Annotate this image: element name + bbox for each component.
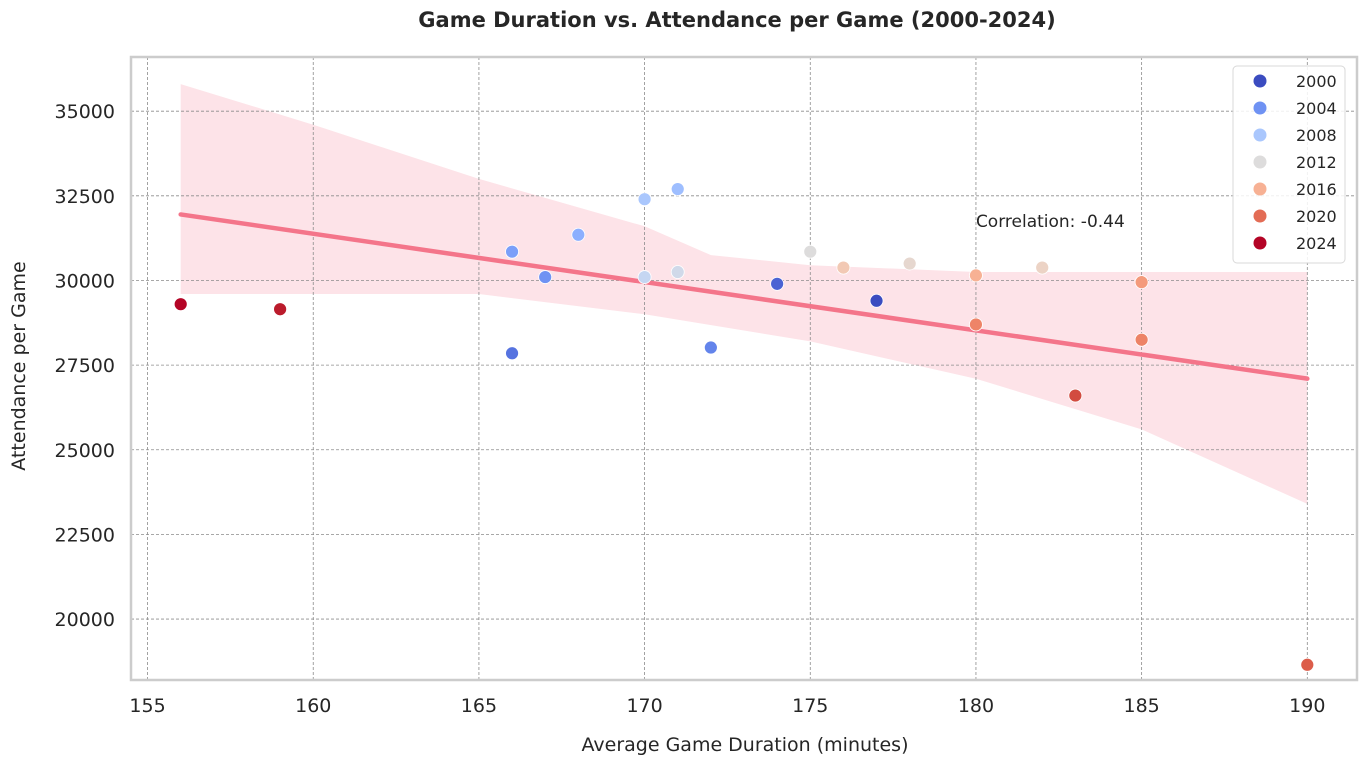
x-axis-label: Average Game Duration (minutes)	[582, 734, 909, 756]
y-tick-label: 22500	[55, 524, 115, 546]
data-point	[703, 340, 718, 355]
data-point	[538, 270, 553, 284]
legend-marker	[1253, 74, 1267, 88]
data-point	[836, 260, 851, 275]
y-tick-label: 32500	[55, 186, 115, 208]
legend-label: 2020	[1296, 207, 1337, 226]
data-point	[902, 256, 917, 271]
regression-line	[178, 212, 1310, 381]
y-tick-labels: 20000 22500 25000 27500 30000 32500 35000	[55, 101, 115, 631]
legend-marker	[1253, 128, 1267, 142]
grid-layer	[131, 57, 1357, 680]
legend-label: 2008	[1296, 126, 1337, 145]
y-tick-label: 25000	[55, 440, 115, 462]
legend-label: 2004	[1296, 99, 1337, 118]
legend-label: 2016	[1296, 180, 1337, 199]
data-point	[637, 192, 652, 207]
y-tick-label: 20000	[55, 609, 115, 631]
data-point	[505, 346, 519, 361]
x-tick-label: 165	[461, 695, 497, 717]
chart-title: Game Duration vs. Attendance per Game (2…	[418, 8, 1055, 32]
data-point	[1134, 332, 1149, 347]
data-point	[803, 244, 818, 259]
x-tick-label: 170	[626, 695, 662, 717]
data-point	[969, 317, 983, 332]
x-tick-label: 185	[1123, 695, 1159, 717]
confidence-band-layer	[180, 84, 1308, 504]
legend-label: 2012	[1296, 153, 1337, 172]
data-point	[670, 182, 685, 196]
legend-label: 2024	[1296, 234, 1337, 253]
x-tick-label: 155	[129, 695, 165, 717]
legend-marker	[1253, 155, 1267, 169]
x-tick-label: 160	[295, 695, 331, 717]
legend-marker	[1253, 182, 1267, 196]
data-point	[1134, 275, 1149, 290]
x-tick-label: 175	[792, 695, 828, 717]
x-tick-labels: 155 160 165 170 175 180 185 190	[129, 695, 1325, 717]
data-point	[273, 302, 288, 317]
confidence-band	[180, 84, 1308, 504]
plot-frame	[129, 55, 1359, 682]
data-points-layer	[173, 182, 1315, 672]
correlation-annotation: Correlation: -0.44	[976, 212, 1125, 232]
legend: 2000 2004 2008 2012 2016 2020 2024	[1232, 65, 1346, 264]
data-point	[869, 293, 884, 308]
y-axis-label: Attendance per Game	[8, 261, 30, 470]
data-point	[1300, 657, 1315, 672]
data-point	[969, 268, 983, 283]
y-tick-label: 27500	[55, 355, 115, 377]
data-point	[571, 227, 586, 242]
legend-marker	[1253, 236, 1267, 250]
data-point	[770, 276, 785, 291]
legend-marker	[1253, 101, 1267, 115]
y-tick-label: 35000	[55, 101, 115, 123]
legend-marker	[1253, 209, 1267, 223]
regression-line-layer	[178, 212, 1310, 381]
legend-label: 2000	[1296, 72, 1337, 91]
data-point	[1035, 260, 1050, 275]
data-point	[505, 244, 519, 259]
data-point	[1068, 388, 1083, 403]
data-point	[173, 297, 188, 312]
data-point	[637, 270, 652, 284]
x-tick-label: 190	[1289, 695, 1325, 717]
y-tick-label: 30000	[55, 270, 115, 292]
data-point	[670, 265, 685, 279]
x-tick-label: 180	[958, 695, 994, 717]
